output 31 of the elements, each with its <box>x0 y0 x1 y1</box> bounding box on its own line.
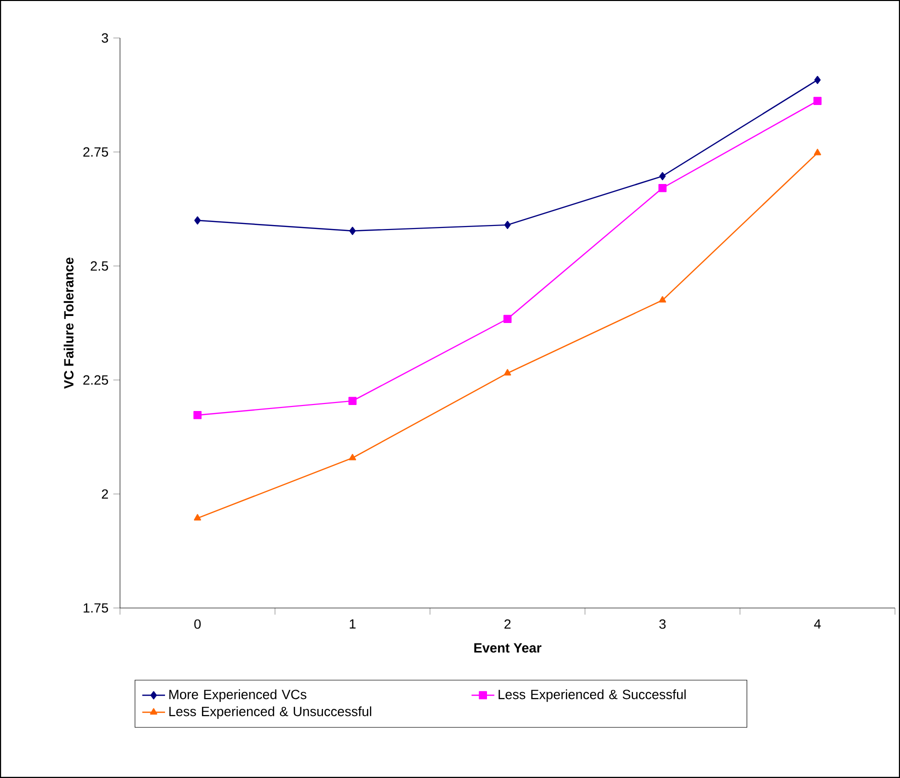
legend-label: Less Experienced & Successful <box>498 689 686 702</box>
point <box>503 314 512 323</box>
x-tick-label: 3 <box>659 619 666 629</box>
x-tick-label: 1 <box>350 619 356 629</box>
y-axis-title: VC Failure Tolerance <box>64 258 74 389</box>
point <box>348 454 356 460</box>
x-tick-label: 0 <box>194 619 201 629</box>
point <box>194 514 202 520</box>
point <box>194 216 201 224</box>
point <box>504 369 512 376</box>
y-tick-label: 1.75 <box>84 603 108 613</box>
y-tick-label: 2.5 <box>90 261 108 271</box>
point <box>348 396 357 406</box>
y-tick-label: 3 <box>102 33 108 43</box>
point <box>813 96 822 105</box>
x-tick-label: 2 <box>504 619 511 629</box>
point <box>659 172 666 180</box>
point <box>193 411 202 420</box>
point <box>349 226 356 235</box>
point <box>814 76 821 84</box>
point <box>658 296 666 303</box>
legend-label: More Experienced VCs <box>169 689 306 702</box>
y-tick-label: 2.75 <box>83 147 108 157</box>
x-tick-label: 4 <box>814 619 821 629</box>
point <box>504 220 511 230</box>
legend-label: Less Experienced & Unsuccessful <box>169 706 372 719</box>
y-tick-label: 2 <box>102 489 108 499</box>
point <box>658 184 667 192</box>
y-tick-label: 2.25 <box>83 375 108 385</box>
x-axis-title: Event Year <box>474 643 542 653</box>
point <box>814 148 822 156</box>
